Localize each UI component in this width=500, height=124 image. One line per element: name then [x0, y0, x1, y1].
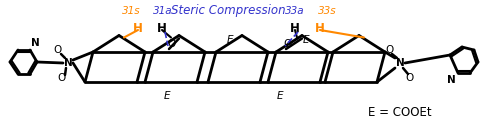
- Text: O: O: [284, 39, 292, 49]
- Text: 33s: 33s: [318, 6, 336, 16]
- Text: H: H: [133, 22, 143, 35]
- Text: E: E: [164, 91, 170, 101]
- Text: O: O: [406, 73, 414, 83]
- Text: O: O: [167, 39, 175, 49]
- Text: E: E: [277, 91, 283, 101]
- Text: N: N: [396, 58, 404, 68]
- Text: H: H: [157, 22, 167, 35]
- Text: O: O: [58, 73, 66, 83]
- Text: E: E: [227, 35, 233, 45]
- Text: O: O: [54, 45, 62, 55]
- Text: Steric Compression: Steric Compression: [170, 4, 285, 17]
- Text: N: N: [31, 38, 40, 48]
- Text: N: N: [448, 75, 456, 85]
- Text: H: H: [290, 22, 300, 35]
- Text: O: O: [386, 45, 394, 55]
- Text: E: E: [303, 35, 309, 45]
- Text: 33a: 33a: [285, 6, 305, 16]
- Text: H: H: [315, 22, 325, 35]
- Text: 31a: 31a: [153, 6, 173, 16]
- Text: N: N: [64, 58, 72, 68]
- Text: E = COOEt: E = COOEt: [368, 106, 431, 119]
- Text: 31s: 31s: [122, 6, 141, 16]
